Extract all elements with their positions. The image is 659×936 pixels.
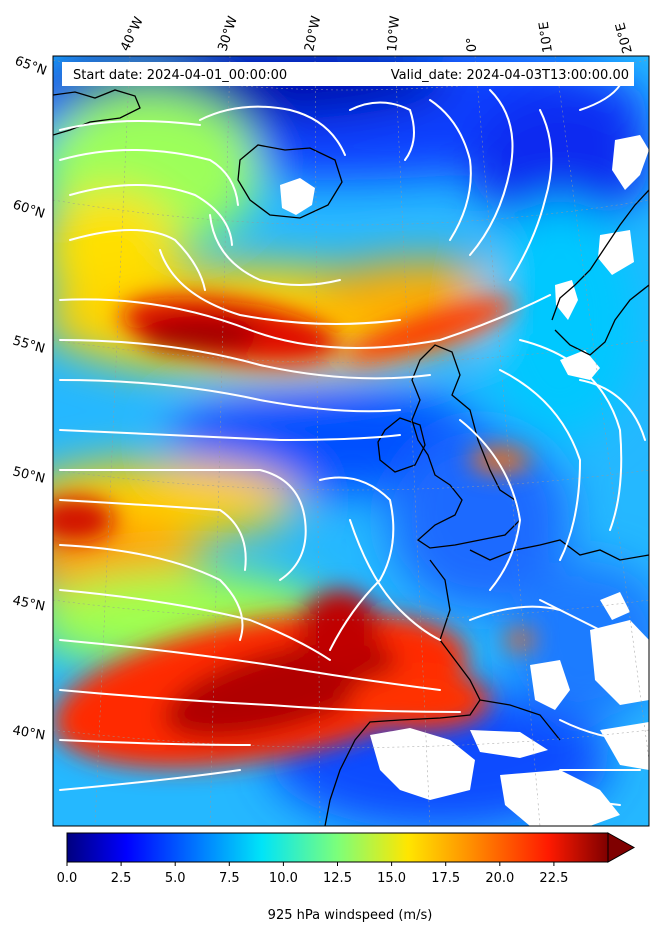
colorbar-tick-label: 0.0 <box>57 871 78 886</box>
lon-label-10e: 10°E <box>537 20 556 53</box>
windspeed-field <box>53 56 649 826</box>
streamlines <box>59 84 646 806</box>
colorbar-tick-label: 22.5 <box>539 871 568 886</box>
colorbar-tick-label: 10.0 <box>269 871 298 886</box>
valid-date-label: Valid_date: 2024-04-03T13:00:00.00 <box>391 68 629 83</box>
colorbar-tick-label: 20.0 <box>485 871 514 886</box>
colorbar-label: 925 hPa windspeed (m/s) <box>268 908 433 923</box>
lat-label-50n: 50°N <box>11 464 46 486</box>
colorbar-extend-arrow <box>607 832 636 863</box>
lon-label-0: 0° <box>464 37 480 52</box>
lon-label-20w: 20°W <box>302 14 324 52</box>
latitude-labels: 65°N 60°N 55°N 50°N 45°N 40°N <box>11 54 49 744</box>
longitude-labels: 40°W 30°W 20°W 10°W 0° 10°E 20°E <box>118 14 636 55</box>
lat-label-40n: 40°N <box>11 723 46 743</box>
colorbar-tick-label: 7.5 <box>219 871 240 886</box>
colorbar-ticks: 0.0 2.5 5.0 7.5 10.0 12.5 15.0 17.5 20.0 22.5 <box>57 862 568 886</box>
lon-label-40w: 40°W <box>118 15 147 54</box>
coastlines <box>53 89 649 826</box>
colorbar-tick-label: 15.0 <box>377 871 406 886</box>
lat-label-55n: 55°N <box>11 333 47 356</box>
lon-label-10w: 10°W <box>385 15 403 52</box>
colorbar-tick-label: 17.5 <box>431 871 460 886</box>
lat-label-65n: 65°N <box>13 54 49 79</box>
lon-label-20e: 20°E <box>613 21 636 55</box>
lat-label-60n: 60°N <box>11 198 47 222</box>
lon-label-30w: 30°W <box>216 14 241 53</box>
colorbar-gradient <box>66 832 609 863</box>
header-box <box>62 62 634 86</box>
start-date-label: Start date: 2024-04-01_00:00:00 <box>73 68 287 83</box>
colorbar: 0.0 2.5 5.0 7.5 10.0 12.5 15.0 17.5 20.0 22.5 925… <box>57 832 636 923</box>
colorbar-tick-label: 12.5 <box>323 871 352 886</box>
colorbar-tick-label: 5.0 <box>165 871 186 886</box>
lat-label-45n: 45°N <box>11 593 46 614</box>
masked-terrain-patches <box>280 135 649 826</box>
colorbar-tick-label: 2.5 <box>111 871 132 886</box>
map-frame <box>52 55 650 827</box>
